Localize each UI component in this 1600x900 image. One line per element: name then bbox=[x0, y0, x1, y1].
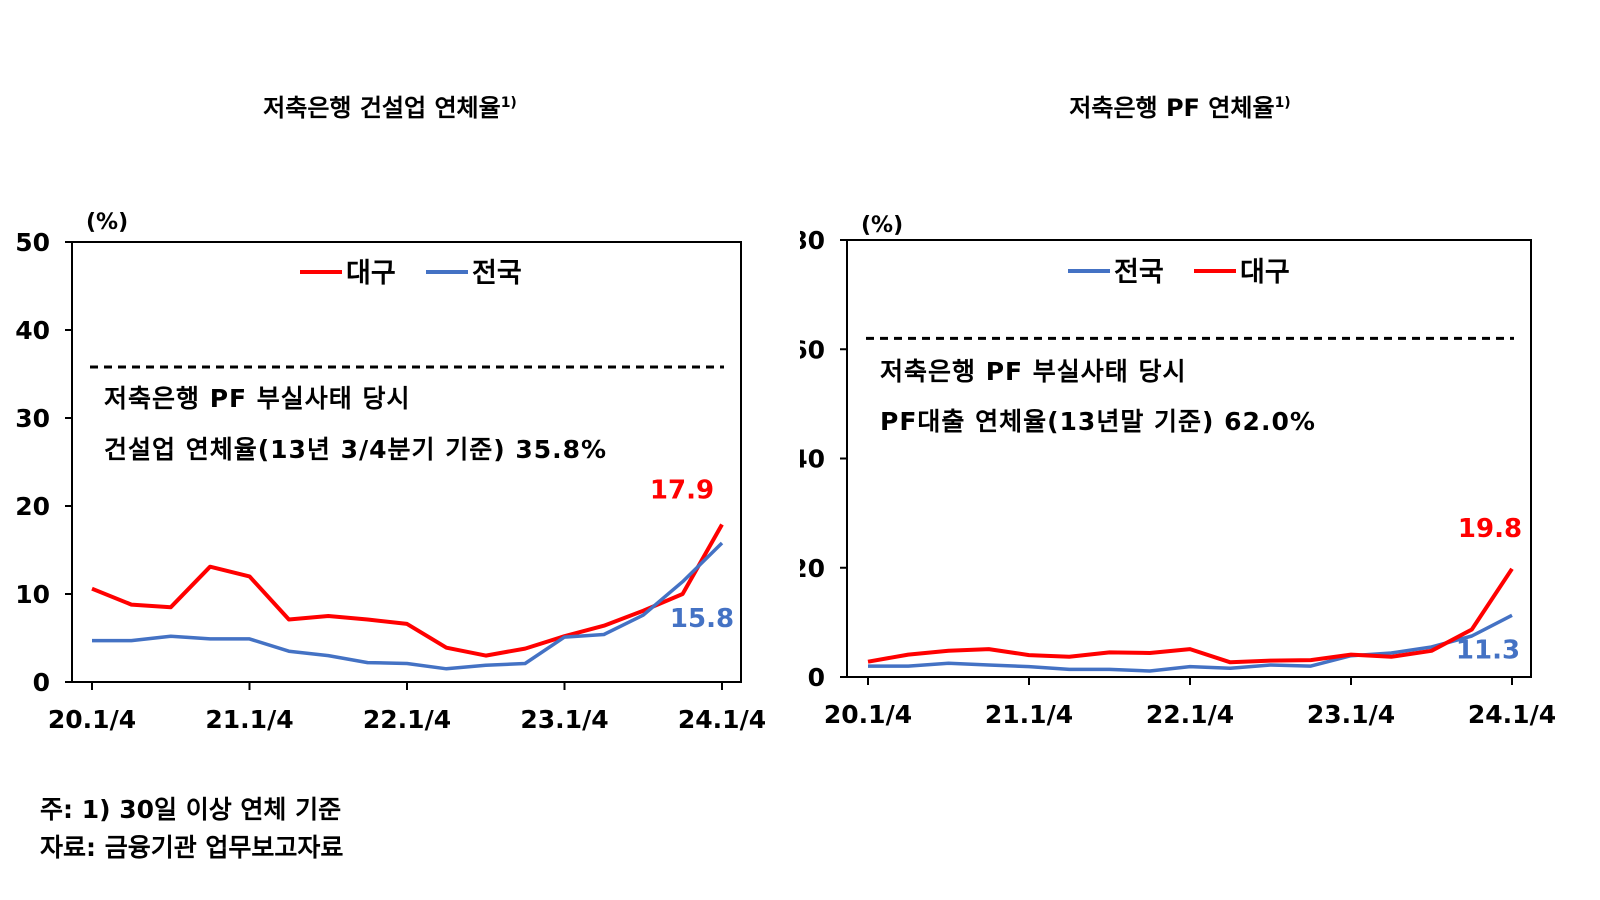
left-y-tick-label: 20 bbox=[15, 492, 50, 521]
right-reference-label-line1: 저축은행 PF 부실사태 당시 bbox=[880, 357, 1187, 386]
left-x-tick-label: 23.1/4 bbox=[520, 705, 608, 734]
right-legend-label: 대구 bbox=[1240, 257, 1290, 288]
left-series-end-label: 15.8 bbox=[670, 604, 734, 634]
left-y-tick-label: 30 bbox=[15, 404, 50, 433]
right-y-tick-label: 60 bbox=[800, 335, 825, 364]
footnote-criteria: 주: 1) 30일 이상 연체 기준 bbox=[40, 795, 342, 824]
right-series-line bbox=[867, 567, 1514, 665]
right-legend-label: 전국 bbox=[1114, 257, 1164, 288]
left-y-tick-label: 10 bbox=[15, 580, 50, 609]
right-y-tick-label: 80 bbox=[800, 226, 825, 255]
right-x-tick-label: 24.1/4 bbox=[1468, 700, 1556, 729]
left-chart-title-text: 저축은행 건설업 연체율 bbox=[263, 94, 501, 122]
right-chart-title-text: 저축은행 PF 연체율 bbox=[1069, 94, 1275, 122]
left-x-tick-label: 20.1/4 bbox=[48, 705, 136, 734]
left-series-line bbox=[92, 541, 724, 671]
right-x-tick-label: 22.1/4 bbox=[1146, 700, 1234, 729]
right-plot-frame bbox=[846, 239, 1532, 678]
right-chart-title: 저축은행 PF 연체율1) bbox=[1040, 88, 1320, 123]
left-y-tick-label: 40 bbox=[15, 316, 50, 345]
left-reference-label-line2: 건설업 연체율(13년 3/4분기 기준) 35.8% bbox=[104, 435, 607, 464]
right-series-end-label: 19.8 bbox=[1458, 514, 1522, 544]
right-y-tick-label: 40 bbox=[800, 445, 825, 474]
right-series-line bbox=[868, 613, 1513, 673]
left-reference-label-line1: 저축은행 PF 부실사태 당시 bbox=[104, 384, 411, 413]
right-x-tick-label: 23.1/4 bbox=[1307, 700, 1395, 729]
right-x-tick-label: 20.1/4 bbox=[824, 700, 912, 729]
right-reference-label-line2: PF대출 연체율(13년말 기준) 62.0% bbox=[880, 407, 1316, 436]
right-x-tick-label: 21.1/4 bbox=[985, 700, 1073, 729]
footnote-source: 자료: 금융기관 업무보고자료 bbox=[40, 833, 344, 862]
right-series-end-label: 11.3 bbox=[1456, 635, 1520, 665]
left-x-tick-label: 24.1/4 bbox=[678, 705, 766, 734]
left-y-tick-label: 0 bbox=[33, 668, 50, 697]
left-y-tick-label: 50 bbox=[15, 228, 50, 257]
right-y-tick-label: 0 bbox=[808, 663, 825, 692]
right-chart-title-superscript: 1) bbox=[1274, 95, 1291, 111]
right-y-unit-label: (%) bbox=[861, 213, 903, 238]
left-series-line bbox=[91, 523, 724, 658]
left-chart-title-superscript: 1) bbox=[500, 95, 517, 111]
left-legend-label: 대구 bbox=[346, 258, 396, 289]
right-y-tick-label: 20 bbox=[800, 554, 825, 583]
left-chart-title: 저축은행 건설업 연체율1) bbox=[230, 88, 550, 123]
left-y-unit-label: (%) bbox=[86, 210, 128, 235]
right-chart: (%) 0 20 40 60 80 20.1/4 21.1/4 22.1/4 23.1/4 24.1… bbox=[800, 213, 1556, 729]
left-x-tick-label: 22.1/4 bbox=[363, 705, 451, 734]
left-chart: (%) 0 10 20 30 40 50 20.1/4 21.1/4 22.1/4 23.1/4 24… bbox=[15, 210, 766, 734]
left-legend-label: 전국 bbox=[472, 258, 522, 289]
left-x-tick-label: 21.1/4 bbox=[205, 705, 293, 734]
left-series-end-label: 17.9 bbox=[650, 475, 714, 505]
